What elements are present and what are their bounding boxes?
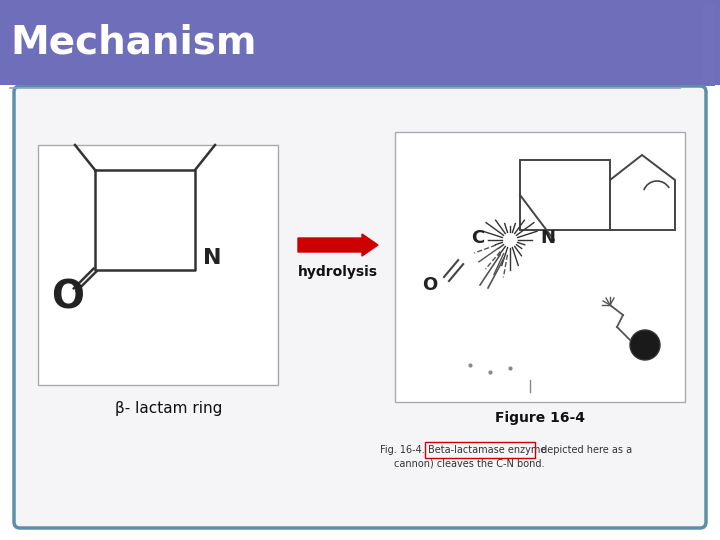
Circle shape xyxy=(630,330,660,360)
Text: O: O xyxy=(423,276,438,294)
Bar xyxy=(38,145,278,385)
Bar xyxy=(395,132,685,402)
Text: O: O xyxy=(50,279,84,317)
FancyArrow shape xyxy=(298,234,378,256)
Text: C: C xyxy=(472,229,485,247)
Text: Figure 16-4: Figure 16-4 xyxy=(495,411,585,425)
Text: depicted here as a: depicted here as a xyxy=(538,445,632,455)
Text: N: N xyxy=(203,248,222,268)
Text: Fig. 16-4.: Fig. 16-4. xyxy=(380,445,437,455)
Text: N: N xyxy=(541,229,556,247)
Bar xyxy=(703,4,715,86)
FancyBboxPatch shape xyxy=(14,86,706,528)
Text: cannon) cleaves the C-N bond.: cannon) cleaves the C-N bond. xyxy=(394,459,544,469)
Bar xyxy=(0,0,720,85)
Text: β- lactam ring: β- lactam ring xyxy=(115,401,222,415)
Text: Beta-lactamase enzyme: Beta-lactamase enzyme xyxy=(428,445,546,455)
Bar xyxy=(520,160,610,230)
Text: hydrolysis: hydrolysis xyxy=(298,265,378,279)
Text: Mechanism: Mechanism xyxy=(10,24,256,62)
